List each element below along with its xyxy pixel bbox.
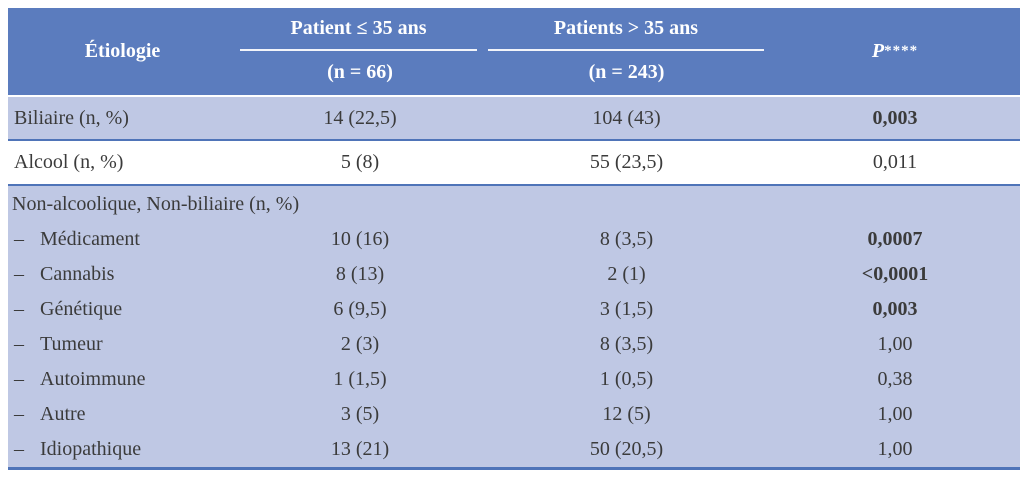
section-title: Non-alcoolique, Non-biliaire (n, %) xyxy=(12,192,300,215)
value-young: 13 (21) xyxy=(330,438,390,460)
value-old: 8 (3,5) xyxy=(599,228,654,250)
row-divider xyxy=(8,139,1020,141)
header-old-n: (n = 243) xyxy=(588,61,665,83)
value-young: 3 (5) xyxy=(340,403,380,425)
list-dash: – xyxy=(14,368,24,390)
header-p-value: P **** xyxy=(770,8,1020,95)
value-young: 8 (13) xyxy=(335,263,385,285)
table-row-genetique: – Génétique 6 (9,5) 3 (1,5) 0,003 xyxy=(8,292,1020,327)
row-label: – Autre xyxy=(8,397,237,432)
value-young: 5 (8) xyxy=(340,151,380,173)
header-young-title: Patient ≤ 35 ans xyxy=(240,8,477,51)
row-label: Biliaire (n, %) xyxy=(14,106,129,129)
p-value: 1,00 xyxy=(877,438,913,460)
item-label: Autre xyxy=(40,403,86,425)
value-old: 50 (20,5) xyxy=(589,438,664,460)
value-old: 55 (23,5) xyxy=(589,151,664,173)
header-etiology: Étiologie xyxy=(84,40,161,62)
list-dash: – xyxy=(14,403,24,425)
table-row-cannabis: – Cannabis 8 (13) 2 (1) <0,0001 xyxy=(8,257,1020,292)
list-dash: – xyxy=(14,438,24,460)
p-value: <0,0001 xyxy=(861,263,929,285)
header-young-n: (n = 66) xyxy=(327,61,393,83)
header-divider xyxy=(8,95,1020,97)
value-old: 3 (1,5) xyxy=(599,298,654,320)
row-label: – Cannabis xyxy=(8,257,237,292)
header-group-old: Patients > 35 ans (n = 243) xyxy=(483,8,770,95)
row-label: Alcool (n, %) xyxy=(14,151,124,173)
header-old-title: Patients > 35 ans xyxy=(488,8,764,51)
row-label: – Génétique xyxy=(8,292,237,327)
table-row-biliaire: Biliaire (n, %) 14 (22,5) 104 (43) 0,003 xyxy=(8,97,1020,139)
item-label: Autoimmune xyxy=(40,368,146,390)
p-symbol: P xyxy=(871,40,885,62)
item-label: Cannabis xyxy=(40,263,115,285)
p-value: 0,0007 xyxy=(867,228,923,250)
item-label: Génétique xyxy=(40,298,123,320)
header-group-young: Patient ≤ 35 ans (n = 66) xyxy=(237,8,483,95)
row-label: – Tumeur xyxy=(8,327,237,362)
p-asterisks: **** xyxy=(884,43,919,59)
value-old: 2 (1) xyxy=(607,263,646,285)
value-old: 12 (5) xyxy=(602,403,651,425)
list-dash: – xyxy=(14,263,24,285)
item-label: Tumeur xyxy=(40,333,103,355)
p-value: 0,003 xyxy=(872,106,918,129)
item-label: Médicament xyxy=(40,228,140,250)
table-header-row: Étiologie Patient ≤ 35 ans (n = 66) Pati… xyxy=(8,8,1020,95)
table-row-alcool: Alcool (n, %) 5 (8) 55 (23,5) 0,011 xyxy=(8,141,1020,184)
table-row-idiopathique: – Idiopathique 13 (21) 50 (20,5) 1,00 xyxy=(8,432,1020,467)
p-value: 0,003 xyxy=(872,298,918,320)
value-young: 10 (16) xyxy=(330,228,390,250)
value-old: 104 (43) xyxy=(592,106,661,129)
list-dash: – xyxy=(14,298,24,320)
value-young: 14 (22,5) xyxy=(323,106,397,129)
item-label: Idiopathique xyxy=(40,438,142,460)
etiology-table: Étiologie Patient ≤ 35 ans (n = 66) Pati… xyxy=(8,8,1020,470)
p-value: 0,38 xyxy=(877,368,913,390)
row-label: – Autoimmune xyxy=(8,362,237,397)
p-value: 1,00 xyxy=(877,403,913,425)
list-dash: – xyxy=(14,333,24,355)
table-row-tumeur: – Tumeur 2 (3) 8 (3,5) 1,00 xyxy=(8,327,1020,362)
value-young: 1 (1,5) xyxy=(333,368,387,390)
value-old: 8 (3,5) xyxy=(599,333,654,355)
p-value: 1,00 xyxy=(877,333,913,355)
table-row-medicament: – Médicament 10 (16) 8 (3,5) 0,0007 xyxy=(8,222,1020,257)
row-label: – Médicament xyxy=(8,222,237,257)
list-dash: – xyxy=(14,228,24,250)
row-label: – Idiopathique xyxy=(8,432,237,467)
table-row-autre: – Autre 3 (5) 12 (5) 1,00 xyxy=(8,397,1020,432)
table-bottom-border xyxy=(8,467,1020,470)
p-value: 0,011 xyxy=(872,151,918,173)
value-old: 1 (0,5) xyxy=(599,368,654,390)
table-row-autoimmune: – Autoimmune 1 (1,5) 1 (0,5) 0,38 xyxy=(8,362,1020,397)
section-non-alcoholic: Non-alcoolique, Non-biliaire (n, %) – Méd… xyxy=(8,186,1020,467)
value-young: 6 (9,5) xyxy=(333,298,387,320)
row-divider xyxy=(8,184,1020,186)
value-young: 2 (3) xyxy=(340,333,380,355)
